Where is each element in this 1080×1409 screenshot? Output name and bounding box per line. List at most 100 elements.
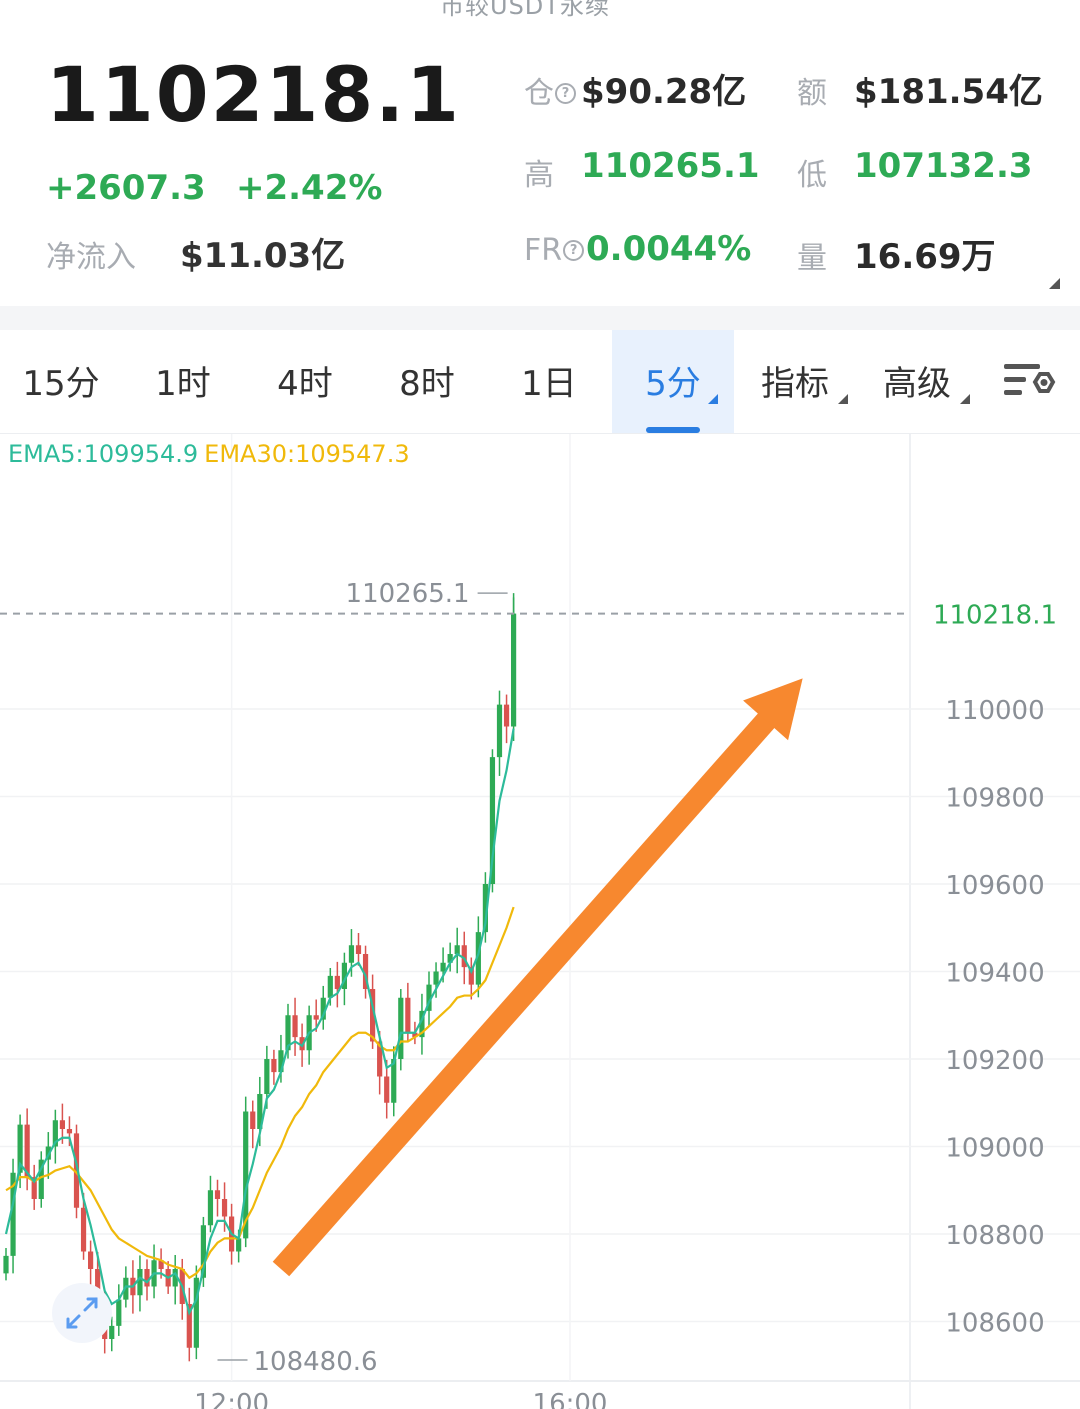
volume-label: 量 [797,241,827,276]
active-tab-indicator [646,427,700,433]
tab-advanced[interactable]: 高级 [856,330,978,434]
candle-body [482,884,488,933]
candle-body [264,1059,270,1094]
candle-body [320,997,326,1020]
candle-body [186,1304,192,1348]
ema30-line [5,906,515,1280]
trend-arrow-shaft [272,697,789,1277]
candle-body [503,704,510,727]
y-tick-label: 108600 [945,1309,1044,1339]
candle-body [236,1238,242,1252]
funding-rate-value: 0.0044% [586,229,752,269]
y-tick-label: 110000 [945,696,1044,726]
candle-body [221,1199,228,1217]
tab-1h[interactable]: 1时 [155,364,211,404]
candle-body [88,1251,94,1269]
help-icon[interactable]: ? [563,240,585,261]
candle-body [250,1111,256,1129]
tab-1d[interactable]: 1日 [521,364,577,404]
volume-value: 16.69万 [854,237,996,277]
fullscreen-button[interactable] [52,1283,112,1343]
turnover-value: $181.54亿 [854,72,1043,112]
turnover-label: 额 [797,76,827,111]
candle-body [426,984,432,1011]
dropdown-icon [708,394,718,404]
candle-body [334,975,340,989]
ema30-value: EMA30:109547.3 [204,440,410,468]
candle-body [468,967,474,985]
candle-body [370,989,376,1042]
tab-15m[interactable]: 15分 [22,364,100,404]
candle-body [109,1325,115,1339]
y-tick-label: 109400 [945,959,1044,989]
dropdown-icon [838,394,848,404]
candle-body [412,1032,418,1038]
candle-body [313,1015,319,1020]
candle-body [116,1299,122,1326]
open-interest-label: 仓? [524,68,576,112]
candlestick-chart[interactable]: 108600 108800 109000 109200 109400 109600 1098… [0,434,1080,1409]
help-icon[interactable]: ? [555,83,576,104]
candle-body [172,1269,178,1287]
candle-body [398,997,404,1059]
candle-body [440,962,446,972]
candle-body [292,1015,298,1038]
page-title-partial: 市较USDT永续 [440,0,610,20]
tabs-divider [0,433,1080,434]
candle-body [271,1059,277,1073]
candle-body [489,757,496,884]
net-inflow-value: $11.03亿 [180,236,346,276]
last-price: 110218.1 [46,50,462,139]
tab-5m[interactable]: 5分 [612,330,734,434]
candle-body [285,1015,291,1051]
candle-body [243,1111,249,1239]
candle-body [348,945,355,963]
expand-stats-icon[interactable] [1049,278,1060,289]
candle-body [327,975,333,998]
candle-body [144,1269,150,1287]
tab-8h[interactable]: 8时 [399,364,455,404]
candle-body [461,945,467,968]
y-tick-label: 109800 [945,784,1044,814]
tab-4h[interactable]: 4时 [277,364,333,404]
y-tick-label: 109000 [945,1134,1044,1164]
x-tick-label: 12:00 [194,1389,269,1409]
ema5-line [4,728,515,1316]
open-interest-value: $90.28亿 [581,72,747,112]
price-change-percent: +2.42% [236,168,383,208]
candle-body [17,1124,23,1173]
current-price-tag [912,589,1078,636]
chart-settings-icon[interactable] [1002,360,1058,408]
candle-body [207,1190,214,1226]
trend-arrow-head [743,678,803,741]
high-value: 110265.1 [581,146,760,186]
net-inflow-label: 净流入 [46,240,136,275]
candle-body [496,704,503,758]
ema-legend: EMA5:109954.9 EMA30:109547.3 [8,440,410,468]
candle-body [38,1159,44,1199]
candle-body [405,997,411,1033]
ema5-value: EMA5:109954.9 [8,440,199,468]
min-price-label: 108480.6 [254,1347,378,1377]
candle-body [384,1076,390,1103]
low-value: 107132.3 [854,146,1033,186]
candle-body [355,945,362,954]
y-tick-label: 109600 [945,871,1044,901]
candle-body [419,1010,425,1038]
candle-body [24,1124,30,1178]
candle-body [66,1129,73,1134]
candle-body [3,1255,9,1274]
candle-body [158,1260,164,1269]
candle-body [278,1050,284,1073]
candle-body [31,1177,37,1199]
candle-body [257,1094,263,1129]
low-label: 低 [797,158,827,193]
candle-body [10,1172,16,1256]
tab-indicators[interactable]: 指标 [734,330,856,434]
candle-body [52,1120,58,1147]
interval-tabs: 15分 1时 4时 8时 1日 5分 指标 高级 [0,330,1080,434]
candle-body [377,1041,383,1077]
y-tick-label: 109200 [945,1046,1044,1076]
candle-body [137,1269,143,1296]
candle-body [59,1120,65,1129]
